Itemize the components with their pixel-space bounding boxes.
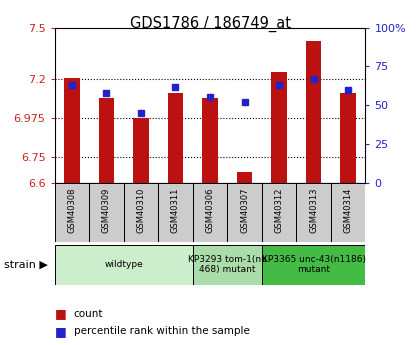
Bar [237,172,252,183]
Bar [168,93,183,183]
Bar [306,41,321,183]
FancyBboxPatch shape [89,183,123,242]
Text: GSM40308: GSM40308 [67,188,76,233]
FancyBboxPatch shape [193,183,227,242]
FancyBboxPatch shape [55,245,193,285]
Text: GSM40313: GSM40313 [309,188,318,233]
Text: percentile rank within the sample: percentile rank within the sample [74,326,249,336]
FancyBboxPatch shape [193,245,262,285]
Text: ■: ■ [55,325,66,338]
FancyBboxPatch shape [262,245,365,285]
Bar [340,93,356,183]
Bar [202,98,218,183]
Text: GDS1786 / 186749_at: GDS1786 / 186749_at [129,16,291,32]
Text: GSM40311: GSM40311 [171,188,180,233]
FancyBboxPatch shape [158,183,193,242]
Bar [99,98,114,183]
Bar [64,78,80,183]
Text: KP3365 unc-43(n1186)
mutant: KP3365 unc-43(n1186) mutant [262,255,365,275]
FancyBboxPatch shape [55,183,89,242]
FancyBboxPatch shape [331,183,365,242]
FancyBboxPatch shape [123,183,158,242]
Text: count: count [74,309,103,319]
Text: GSM40310: GSM40310 [136,188,145,233]
FancyBboxPatch shape [227,183,262,242]
Text: GSM40312: GSM40312 [275,188,284,233]
Text: GSM40314: GSM40314 [344,188,353,233]
Text: wildtype: wildtype [104,260,143,269]
Text: strain ▶: strain ▶ [4,260,48,270]
Text: GSM40309: GSM40309 [102,188,111,233]
FancyBboxPatch shape [262,183,297,242]
Bar [133,118,149,183]
Text: GSM40306: GSM40306 [205,188,215,233]
FancyBboxPatch shape [297,183,331,242]
Text: KP3293 tom-1(nu
468) mutant: KP3293 tom-1(nu 468) mutant [188,255,267,275]
Text: ■: ■ [55,307,66,321]
Bar [271,72,287,183]
Text: GSM40307: GSM40307 [240,188,249,233]
